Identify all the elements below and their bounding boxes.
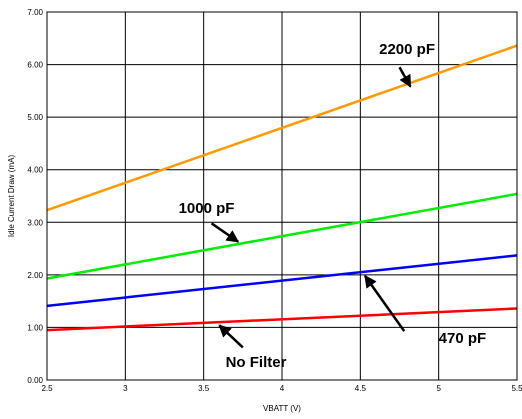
series-line-1000-pf: [46, 192, 518, 280]
y-tick-label: 5.00: [27, 113, 43, 122]
series-line-470-pf: [46, 254, 518, 308]
annotation-label-no-filter: No Filter: [226, 354, 287, 371]
annotations: 2200 pF 1000 pF 470 pF No Filter: [179, 41, 487, 371]
y-tick-label: 2.00: [27, 271, 43, 280]
series-lines: [46, 44, 518, 332]
series-line-no-filter: [46, 307, 518, 332]
y-tick-label: 7.00: [27, 8, 43, 17]
x-tick-label: 5: [436, 384, 441, 393]
y-tick-label: 6.00: [27, 61, 43, 70]
y-tick-label: 1.00: [27, 323, 43, 332]
plot-border: [46, 11, 518, 381]
x-tick-label: 5.5: [511, 384, 522, 393]
y-tick-label: 3.00: [27, 218, 43, 227]
annotation-label-2200-pf: 2200 pF: [379, 41, 435, 58]
x-tick-label: 3.5: [198, 384, 210, 393]
annotation-arrow-no-filter: [218, 324, 244, 349]
x-tick-label: 3: [123, 384, 128, 393]
y-tick-label: 4.00: [27, 166, 43, 175]
x-tick-label: 2.5: [41, 384, 53, 393]
y-tick-label: 0.00: [27, 376, 43, 385]
x-axis-tick-labels: 2.5 3 3.5 4 4.5 5 5.5: [41, 384, 522, 393]
x-axis-title: VBATT (V): [263, 404, 301, 413]
annotation-arrow-2200-pf: [398, 66, 412, 88]
annotation-arrow-470-pf: [364, 274, 406, 332]
annotation-label-470-pf: 470 pF: [439, 330, 487, 347]
y-axis-tick-labels: 0.00 1.00 2.00 3.00 4.00 5.00 6.00 7.00: [27, 8, 43, 385]
x-tick-label: 4: [280, 384, 285, 393]
series-line-2200-pf: [46, 44, 518, 212]
y-axis-title: Idle Current Draw (mA): [7, 155, 16, 238]
annotation-arrow-1000-pf: [210, 222, 240, 243]
x-tick-label: 4.5: [355, 384, 367, 393]
annotation-label-1000-pf: 1000 pF: [179, 200, 235, 217]
